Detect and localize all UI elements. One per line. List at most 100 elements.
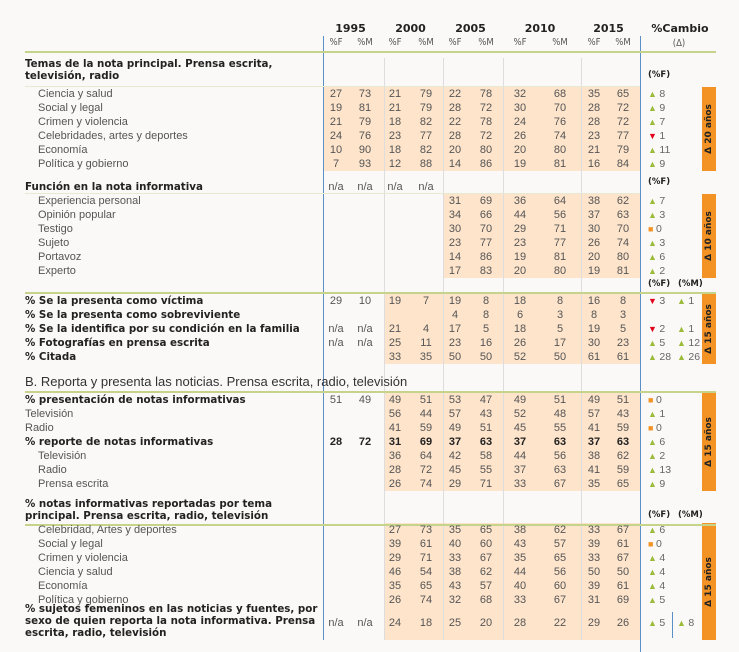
value-cell: 62 bbox=[616, 450, 630, 462]
value-cell: 23 bbox=[448, 237, 462, 249]
change-female: ▲ 8 bbox=[648, 87, 665, 101]
change-value: 5 bbox=[659, 594, 666, 606]
value-cell: 22 bbox=[448, 116, 462, 128]
axis-line-left bbox=[323, 36, 324, 640]
change-column-header: (%M) bbox=[678, 279, 703, 289]
value-cell: 51 bbox=[616, 394, 630, 406]
value-cell: 19 bbox=[448, 295, 462, 307]
value-cell: 38 bbox=[513, 524, 527, 536]
year-header: 1995 bbox=[335, 22, 366, 35]
value-cell: 8 bbox=[556, 295, 564, 307]
value-cell: 28 bbox=[513, 617, 527, 629]
value-cell: 61 bbox=[616, 580, 630, 592]
value-cell: 65 bbox=[616, 478, 630, 490]
triangle-up-icon: ▲ bbox=[648, 553, 660, 563]
row-label: % presentación de notas informativas bbox=[25, 394, 246, 406]
sub-header-m: %M bbox=[478, 37, 494, 48]
value-cell: 35 bbox=[448, 524, 462, 536]
change-female: ▲ 4 bbox=[648, 551, 665, 565]
value-cell: 36 bbox=[388, 450, 402, 462]
value-cell: 74 bbox=[553, 130, 567, 142]
value-cell: n/a bbox=[357, 323, 373, 335]
change-female: ▲ 9 bbox=[648, 101, 665, 115]
row-label: Social y legal bbox=[38, 538, 103, 550]
sub-header-f: %F bbox=[513, 37, 527, 48]
value-cell: 79 bbox=[419, 88, 433, 100]
row-label: Ciencia y salud bbox=[38, 566, 113, 578]
square-icon: ■ bbox=[648, 539, 656, 549]
value-cell: 20 bbox=[479, 617, 493, 629]
change-female: ▲ 5 bbox=[648, 593, 665, 607]
value-cell: 51 bbox=[329, 394, 343, 406]
value-cell: 19 bbox=[587, 323, 601, 335]
value-cell: 29 bbox=[329, 295, 343, 307]
value-cell: 19 bbox=[513, 158, 527, 170]
value-cell: 71 bbox=[479, 478, 493, 490]
value-cell: 82 bbox=[419, 116, 433, 128]
value-cell: 48 bbox=[553, 408, 567, 420]
value-cell: 29 bbox=[388, 552, 402, 564]
change-value: 28 bbox=[659, 351, 672, 363]
change-column-header: (%F) bbox=[648, 177, 671, 187]
change-male: ▲ 1 bbox=[677, 294, 694, 308]
value-cell: 18 bbox=[388, 144, 402, 156]
value-cell: 62 bbox=[616, 195, 630, 207]
value-cell: 50 bbox=[616, 566, 630, 578]
change-value: 4 bbox=[659, 552, 666, 564]
sub-header-f: %F bbox=[388, 37, 402, 48]
section-rule bbox=[25, 193, 640, 194]
change-value: 0 bbox=[655, 223, 662, 235]
value-cell: 72 bbox=[419, 464, 433, 476]
period-band: Δ 15 años bbox=[702, 523, 716, 640]
triangle-up-icon: ▲ bbox=[648, 465, 660, 475]
change-female: ▲ 5 bbox=[648, 336, 665, 350]
row-label: % Citada bbox=[25, 351, 77, 363]
value-cell: 22 bbox=[553, 617, 567, 629]
change-female: ▲ 3 bbox=[648, 208, 665, 222]
value-cell: 68 bbox=[553, 88, 567, 100]
value-cell: 35 bbox=[388, 580, 402, 592]
value-cell: 26 bbox=[513, 337, 527, 349]
value-cell: 65 bbox=[553, 552, 567, 564]
change-column-header: (%F) bbox=[648, 279, 671, 289]
row-label: Radio bbox=[38, 464, 67, 476]
value-cell: 33 bbox=[587, 524, 601, 536]
value-cell: 5 bbox=[619, 323, 627, 335]
change-female: ▲ 1 bbox=[648, 407, 665, 421]
triangle-down-icon: ▼ bbox=[648, 296, 660, 306]
row-label: Crimen y violencia bbox=[38, 116, 128, 128]
row-label: Opinión popular bbox=[38, 209, 116, 221]
section-rule bbox=[25, 86, 640, 87]
value-cell: 17 bbox=[553, 337, 567, 349]
row-label: Celebridad, Artes y deportes bbox=[38, 524, 177, 536]
shaded-block bbox=[384, 294, 640, 364]
value-cell: 28 bbox=[329, 436, 343, 448]
value-cell: 61 bbox=[587, 351, 601, 363]
triangle-up-icon: ▲ bbox=[648, 409, 660, 419]
value-cell: 59 bbox=[616, 422, 630, 434]
value-cell: 21 bbox=[587, 144, 601, 156]
value-cell: 26 bbox=[513, 130, 527, 142]
change-column-header: (%M) bbox=[678, 510, 703, 520]
row-label: Televisión bbox=[38, 450, 87, 462]
value-cell: 72 bbox=[616, 116, 630, 128]
value-cell: 57 bbox=[553, 538, 567, 550]
value-cell: 80 bbox=[479, 144, 493, 156]
section-title: Temas de la nota principal. Prensa escri… bbox=[25, 58, 273, 82]
period-band: Δ 10 años bbox=[702, 194, 716, 278]
change-header: %Cambio bbox=[651, 22, 709, 35]
change-male: ▲ 8 bbox=[677, 616, 694, 630]
row-label: Experto bbox=[38, 265, 76, 277]
value-cell: 45 bbox=[513, 422, 527, 434]
value-cell: 18 bbox=[419, 617, 433, 629]
value-cell: 47 bbox=[479, 394, 493, 406]
value-cell: 12 bbox=[388, 158, 402, 170]
value-cell: 84 bbox=[616, 158, 630, 170]
value-cell: 65 bbox=[419, 580, 433, 592]
value-cell: 73 bbox=[419, 524, 433, 536]
value-cell: 39 bbox=[587, 580, 601, 592]
section-title: Función en la nota informativa bbox=[25, 181, 203, 193]
value-cell: 62 bbox=[479, 566, 493, 578]
triangle-down-icon: ▼ bbox=[648, 131, 660, 141]
triangle-up-icon: ▲ bbox=[648, 525, 660, 535]
